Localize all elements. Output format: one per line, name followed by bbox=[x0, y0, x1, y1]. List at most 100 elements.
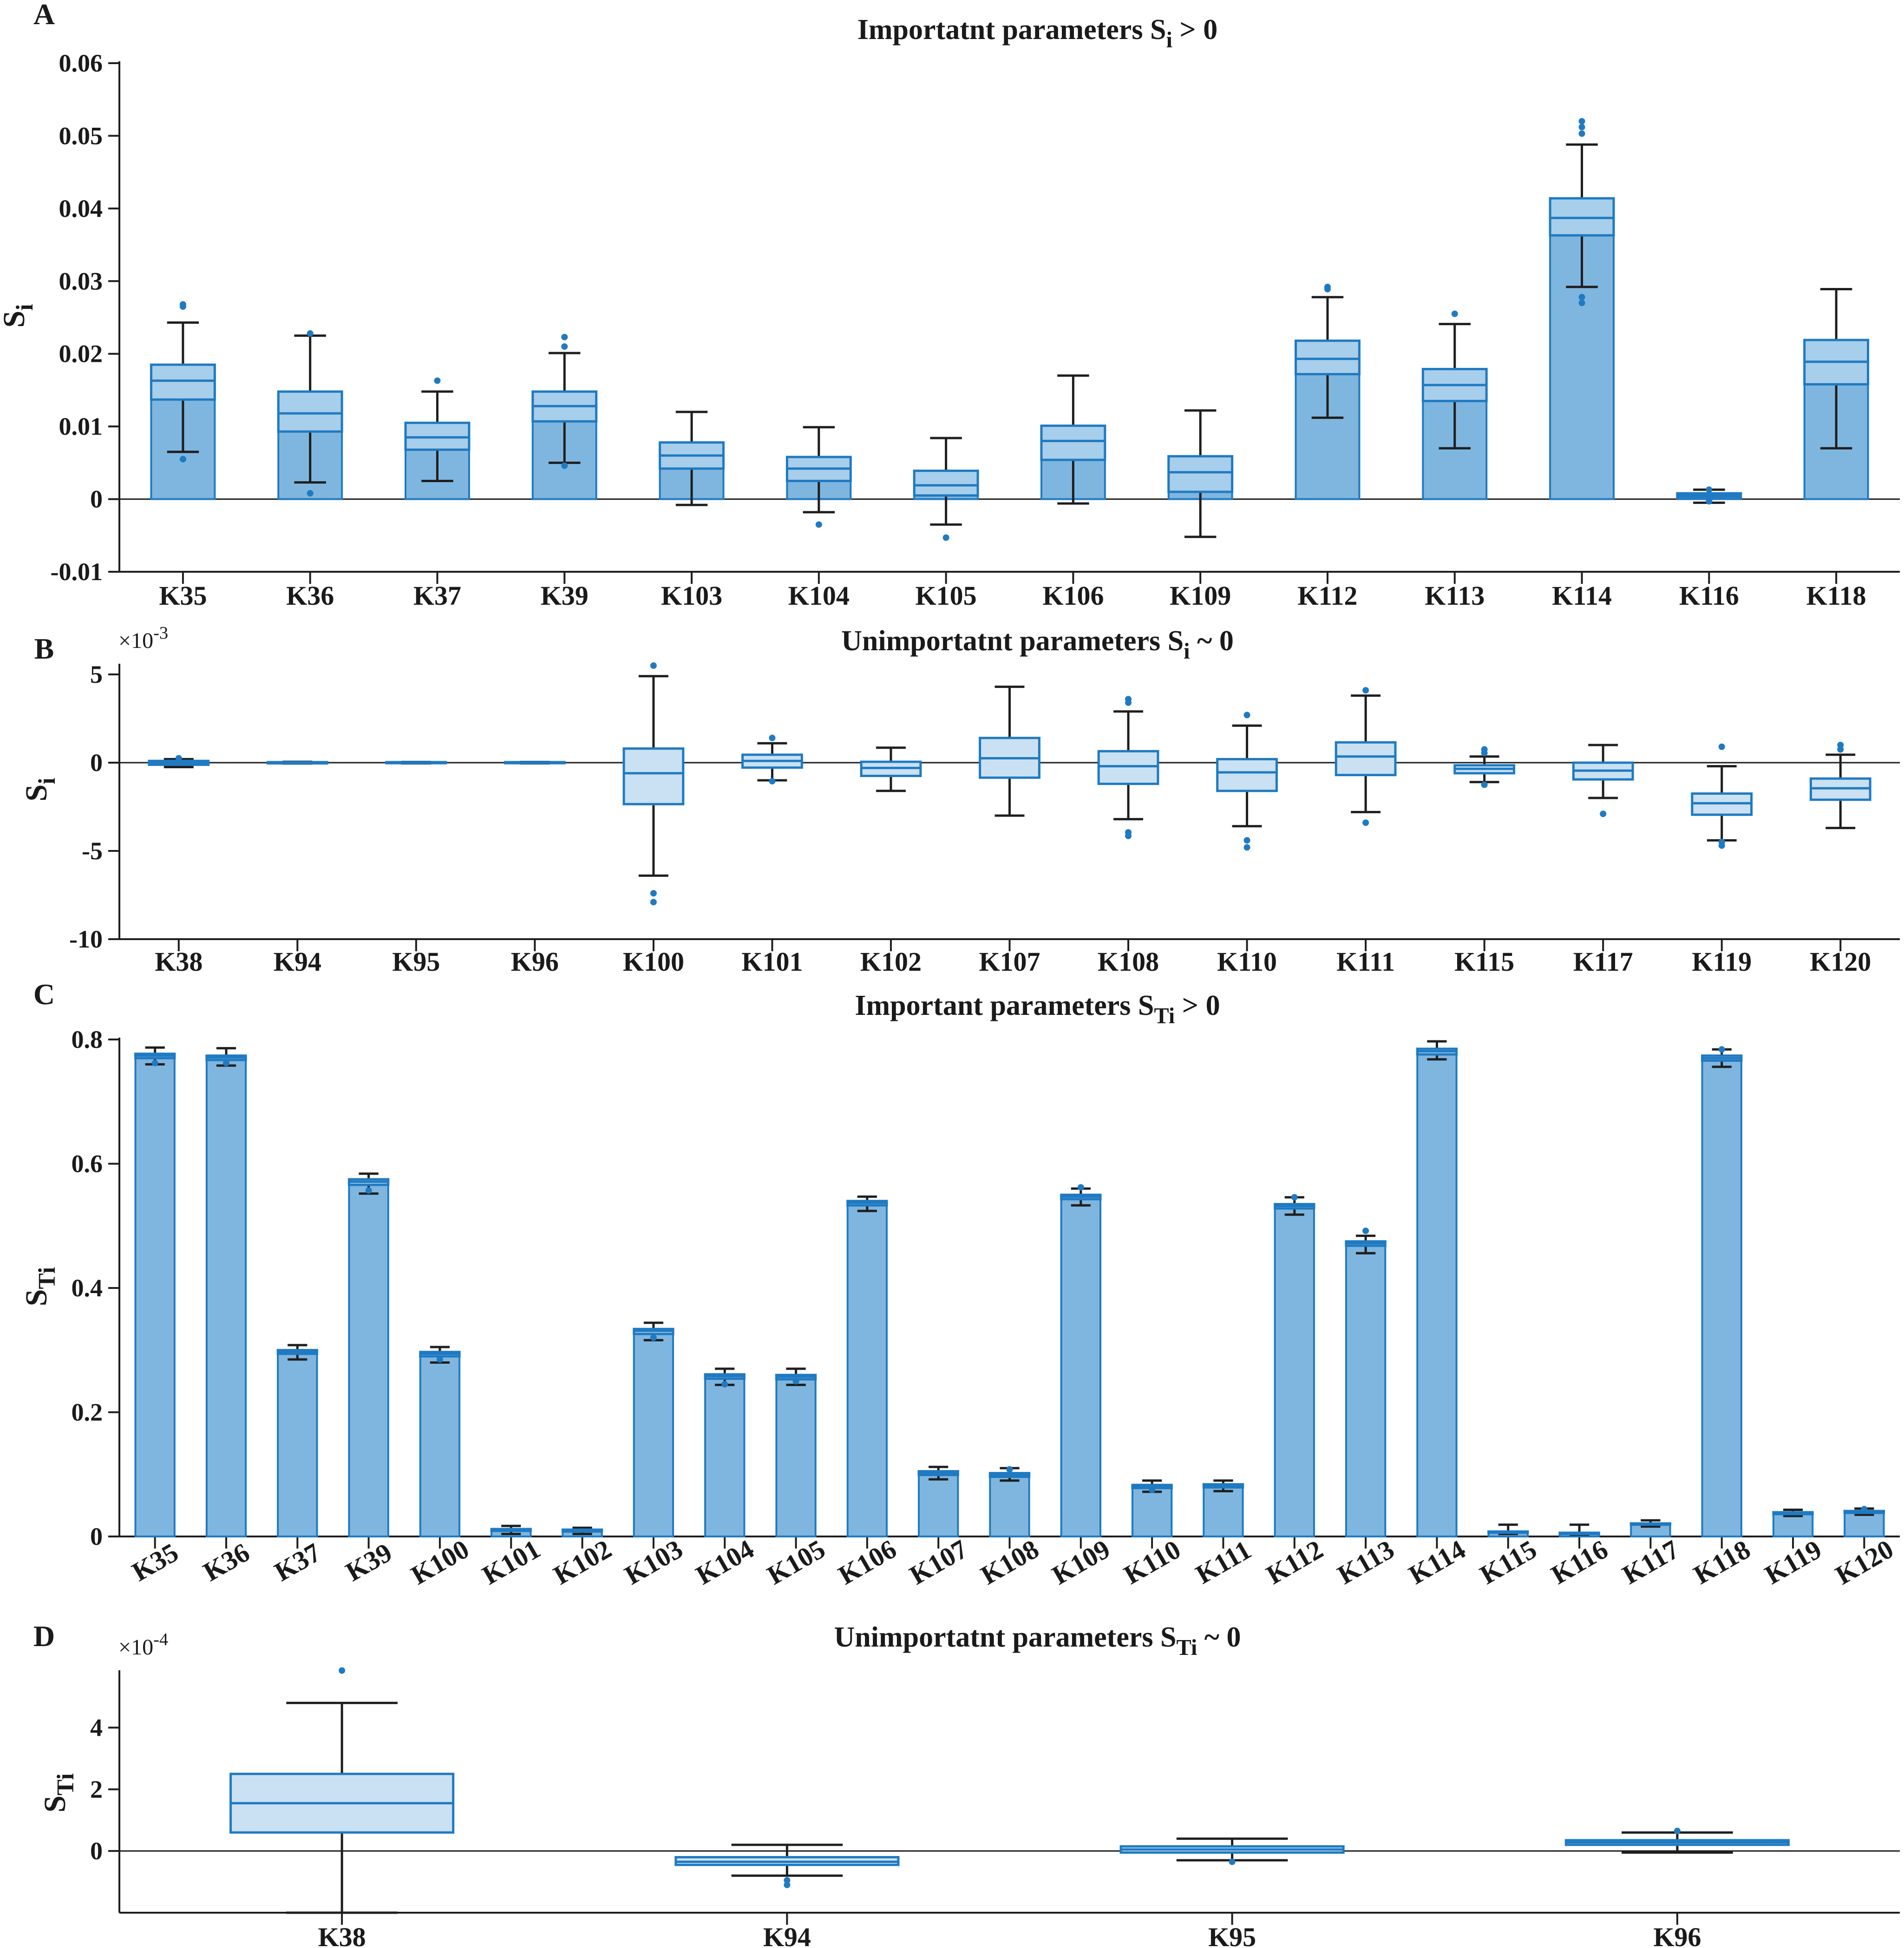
box-k110: K110 bbox=[1216, 712, 1278, 977]
y-tick-label: 0.01 bbox=[59, 412, 103, 440]
box-k103: K103 bbox=[659, 411, 725, 611]
y-exponent-base: ×10 bbox=[118, 1635, 153, 1660]
box-k102: K102 bbox=[860, 746, 922, 977]
panel-letter: A bbox=[33, 0, 55, 31]
y-tick-label: 0.02 bbox=[59, 340, 103, 368]
y-tick-label: 2 bbox=[90, 1775, 103, 1803]
x-tick-label: K115 bbox=[1454, 947, 1514, 977]
mean-bar bbox=[989, 1472, 1030, 1537]
outlier-point bbox=[784, 1877, 791, 1884]
panel-letter: B bbox=[34, 632, 54, 665]
y-tick-label: 0.05 bbox=[59, 122, 103, 150]
panel-a-box-chart: A Importatnt parameters Si > 0Si-0.0100.0… bbox=[0, 0, 1900, 611]
chart-title-tail: > 0 bbox=[1172, 14, 1217, 46]
outlier-point bbox=[792, 1378, 799, 1385]
x-tick-label: K94 bbox=[763, 1922, 811, 1948]
y-exponent-power: -4 bbox=[153, 1630, 168, 1649]
outlier-point bbox=[650, 899, 657, 906]
panel-b-box-chart: B Unimportatnt parameters Si ~ 0Si×10-3-1… bbox=[20, 623, 1900, 977]
box-k35: K35 bbox=[150, 301, 216, 611]
outlier-point bbox=[1861, 1506, 1868, 1513]
outlier-point bbox=[1706, 486, 1713, 493]
x-tick-label: K108 bbox=[1098, 947, 1159, 977]
outlier-point bbox=[650, 890, 657, 897]
x-tick-label: K38 bbox=[318, 1922, 366, 1948]
y-tick-label: 0.4 bbox=[72, 1274, 103, 1302]
box-k120: K120 bbox=[1830, 1506, 1898, 1590]
box-k107: K107 bbox=[904, 1465, 973, 1590]
outlier-point bbox=[222, 1059, 229, 1066]
y-axis-label-main: S bbox=[20, 784, 53, 802]
outlier-point bbox=[434, 377, 441, 384]
box-k37: K37 bbox=[404, 377, 471, 611]
y-axis-label-sub: i bbox=[34, 778, 60, 784]
mean-bar bbox=[277, 1349, 318, 1537]
x-tick-label: K118 bbox=[1806, 581, 1866, 611]
outlier-point bbox=[1718, 842, 1725, 849]
x-tick-label: K38 bbox=[155, 947, 203, 977]
outlier-point bbox=[650, 1334, 657, 1341]
box-k112: K112 bbox=[1295, 283, 1361, 611]
box-k116: K116 bbox=[1676, 486, 1742, 611]
y-tick-label: 0 bbox=[90, 1837, 103, 1865]
box-k95: K95 bbox=[1119, 1837, 1345, 1948]
y-axis-label: STi bbox=[20, 1267, 60, 1306]
y-tick-label: 0.6 bbox=[72, 1150, 103, 1178]
chart-title-tail: ~ 0 bbox=[1197, 1621, 1241, 1653]
outlier-point bbox=[769, 778, 776, 784]
x-tick-label: K119 bbox=[1692, 947, 1752, 977]
y-tick-label: 0.2 bbox=[72, 1399, 103, 1426]
outlier-point bbox=[1077, 1184, 1084, 1191]
x-tick-label: K39 bbox=[541, 581, 589, 611]
mean-bar bbox=[704, 1373, 746, 1538]
box-k107: K107 bbox=[979, 686, 1040, 977]
y-exponent-label: ×10-4 bbox=[118, 1630, 168, 1660]
outlier-point bbox=[175, 755, 182, 762]
chart-title-tail: > 0 bbox=[1175, 990, 1220, 1021]
outlier-point bbox=[1481, 781, 1488, 788]
outlier-point bbox=[1362, 1227, 1369, 1234]
chart-title-sub: i bbox=[1184, 639, 1190, 664]
box-k38: K38 bbox=[229, 1667, 455, 1948]
y-tick-label: 5 bbox=[90, 660, 103, 688]
outlier-point bbox=[365, 1187, 372, 1194]
chart-title-sub: Ti bbox=[1154, 1004, 1175, 1028]
box-k106: K106 bbox=[1040, 374, 1106, 611]
mean-bar bbox=[1274, 1203, 1315, 1537]
box-k118: K118 bbox=[1803, 288, 1870, 611]
mean-bar bbox=[846, 1200, 888, 1537]
iqr-box bbox=[1167, 455, 1234, 493]
panel-c-box-chart: C Important parameters STi > 0STi00.20.40… bbox=[20, 978, 1900, 1590]
outlier-point bbox=[1229, 1858, 1236, 1865]
outlier-point bbox=[561, 333, 568, 340]
x-tick-label: K116 bbox=[1679, 581, 1739, 611]
outlier-point bbox=[151, 1059, 158, 1066]
outlier-point bbox=[1578, 124, 1585, 131]
mean-bar bbox=[1416, 1048, 1458, 1537]
box-k117: K117 bbox=[1617, 1519, 1684, 1590]
x-tick-label: K94 bbox=[274, 947, 321, 977]
y-axis-label: Si bbox=[0, 304, 38, 327]
x-tick-label: K114 bbox=[1552, 581, 1612, 611]
mean-bar bbox=[775, 1374, 817, 1537]
outlier-point bbox=[721, 1381, 728, 1388]
mean-bar bbox=[633, 1328, 674, 1537]
box-k36: K36 bbox=[198, 1047, 255, 1587]
y-axis-label-main: S bbox=[0, 311, 31, 328]
outlier-point bbox=[1578, 300, 1585, 307]
box-k100: K100 bbox=[622, 662, 685, 977]
box-k108: K108 bbox=[975, 1466, 1044, 1590]
y-tick-label: 0 bbox=[90, 485, 103, 513]
box-k38: K38 bbox=[148, 755, 210, 977]
x-tick-label: K95 bbox=[1208, 1922, 1256, 1948]
chart-title: Unimportatnt parameters Si ~ 0 bbox=[841, 625, 1234, 664]
mean-bar bbox=[348, 1178, 389, 1537]
x-tick-label: K35 bbox=[127, 1537, 183, 1587]
outlier-point bbox=[784, 1882, 791, 1889]
y-axis-label: STi bbox=[38, 1773, 79, 1812]
box-k118: K118 bbox=[1688, 1046, 1755, 1590]
outlier-point bbox=[769, 734, 776, 741]
iqr-box bbox=[913, 470, 979, 497]
chart-title: Importatnt parameters Si > 0 bbox=[857, 14, 1217, 52]
